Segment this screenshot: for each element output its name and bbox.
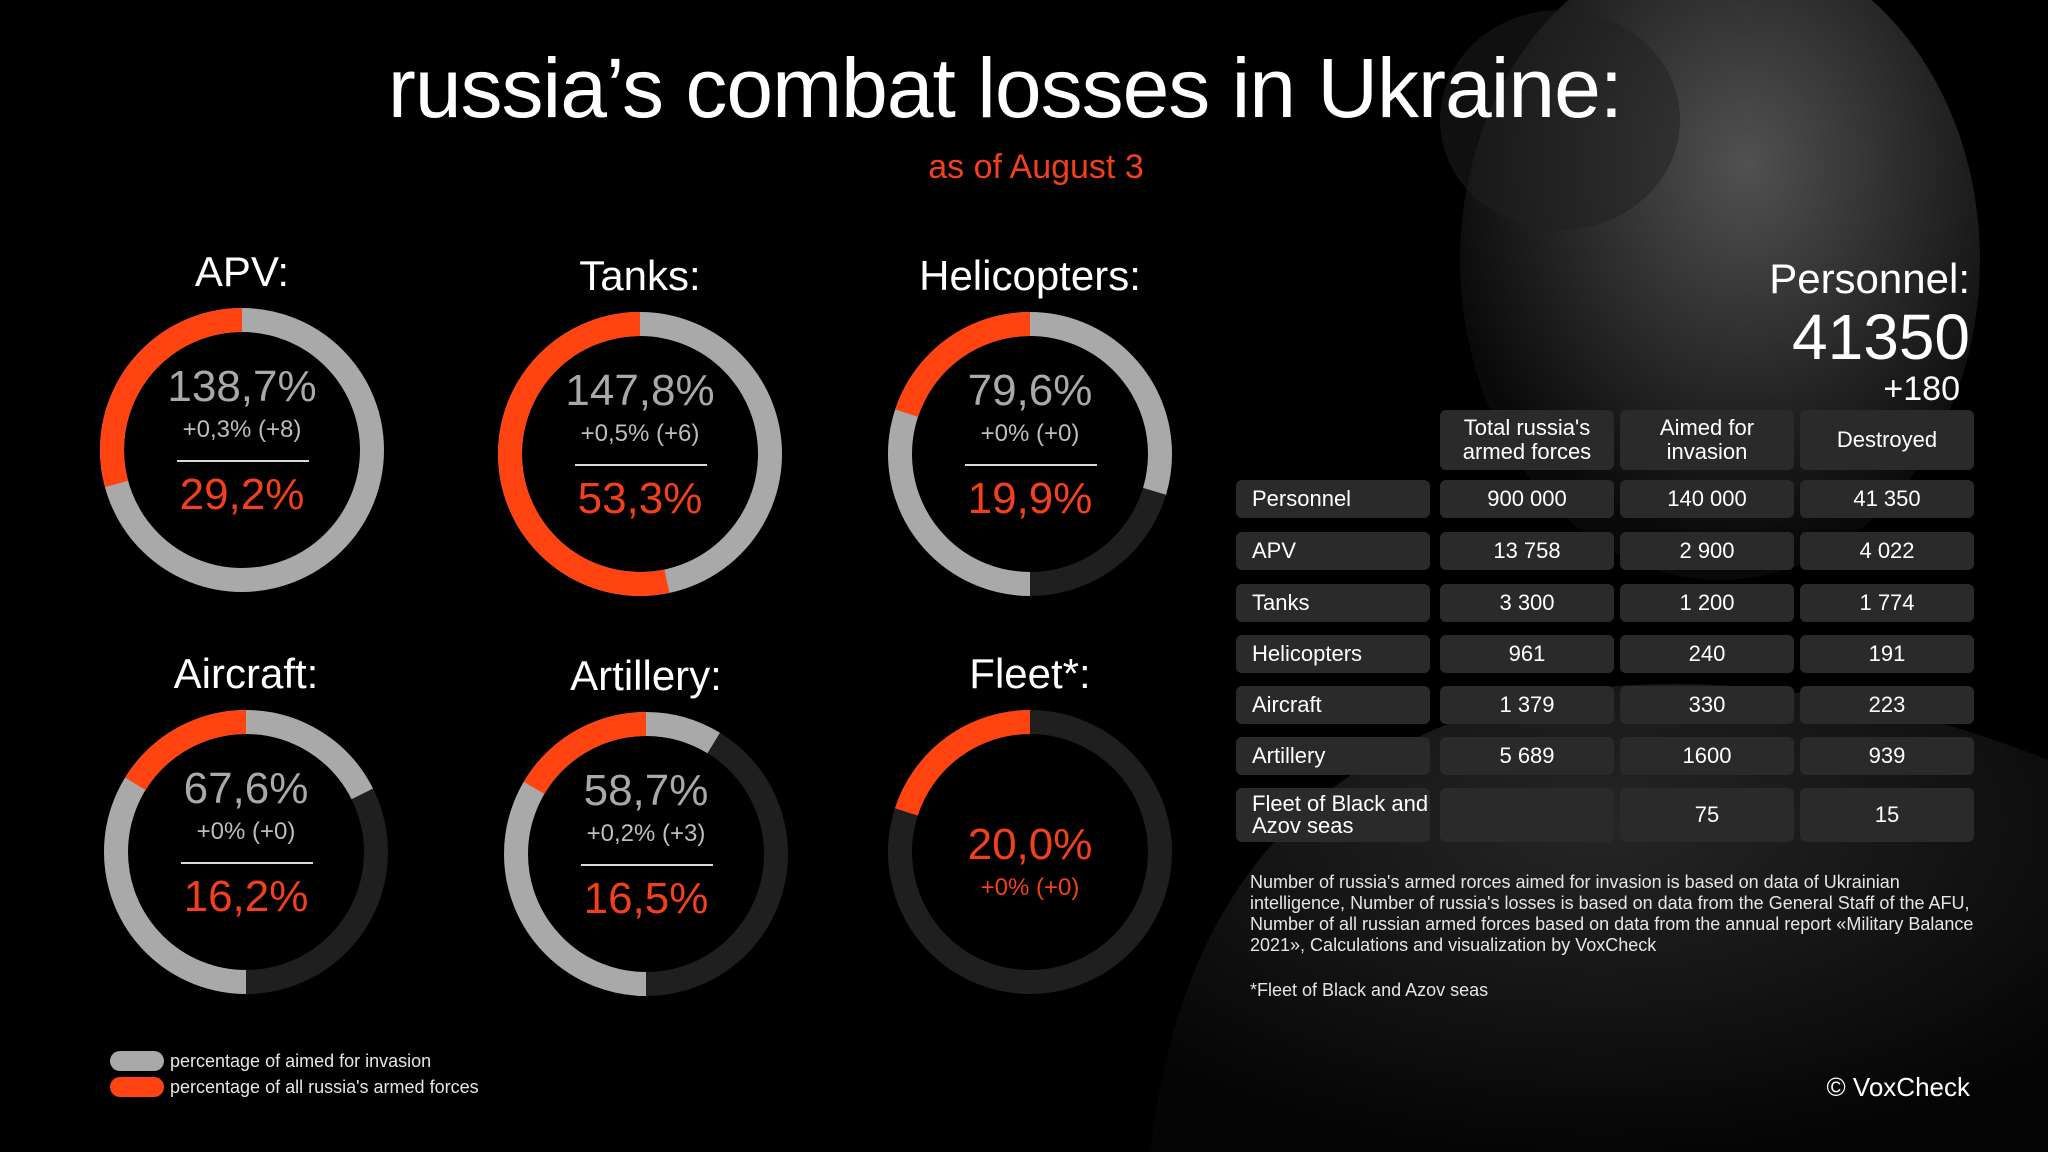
personnel-summary: Personnel: 41350 +180 — [1769, 254, 1970, 408]
gauge-label: APV: — [194, 248, 290, 295]
personnel-value: 41350 — [1792, 301, 1970, 373]
personnel-label: Personnel: — [1769, 255, 1970, 302]
legend-swatch-orange — [110, 1077, 164, 1097]
gauge-ring — [104, 710, 388, 994]
gauge-pct-all: 16,5% — [583, 874, 709, 923]
table-header-aimed: Aimed for invasion — [1620, 410, 1794, 470]
gauge-arc-all — [100, 308, 384, 592]
table-header-destroyed: Destroyed — [1800, 410, 1974, 470]
gauge-fleet: Fleet*: 20,0% +0% (+0) — [880, 646, 1180, 1002]
gauge-ring — [888, 312, 1172, 596]
gauge-label: Tanks: — [579, 252, 701, 299]
credit: © VoxCheck — [1826, 1072, 1970, 1102]
table-header-total: Total russia's armed forces — [1440, 410, 1614, 470]
gauge-pct-all: 29,2% — [179, 470, 305, 519]
table-cell-total — [1440, 788, 1614, 842]
legend-item-all: percentage of all russia's armed forces — [110, 1074, 479, 1100]
gauge-pct-all: 20,0% — [967, 820, 1093, 869]
table-cell-aimed: 1 200 — [1620, 584, 1794, 622]
table-cell-destroyed: 939 — [1800, 737, 1974, 775]
table-cell-destroyed: 41 350 — [1800, 480, 1974, 518]
table-row-label: Artillery — [1236, 737, 1430, 775]
gauge-label: Fleet*: — [969, 650, 1091, 697]
gauge-label: Aircraft: — [173, 650, 319, 697]
gauge-ring — [504, 712, 788, 996]
legend-item-aimed: percentage of aimed for invasion — [110, 1048, 479, 1074]
gauge-arc-all — [104, 710, 388, 994]
gauge-ring — [100, 308, 384, 592]
gauge-divider — [581, 864, 713, 866]
gauge-pct-aimed: 138,7% — [167, 362, 317, 411]
gauge-artillery: Artillery: 58,7% +0,2% (+3) 16,5% — [496, 648, 796, 1004]
page-subtitle: as of August 3 — [928, 148, 1144, 186]
table-row-label: Personnel — [1236, 480, 1430, 518]
table-cell-total: 900 000 — [1440, 480, 1614, 518]
gauge-arc-all — [888, 312, 1172, 596]
table-cell-destroyed: 1 774 — [1800, 584, 1974, 622]
gauge-pct-all: 19,9% — [967, 474, 1093, 523]
gauge-pct-aimed: 79,6% — [967, 366, 1093, 415]
gauge-helicopters: Helicopters: 79,6% +0% (+0) 19,9% — [880, 248, 1180, 604]
gauge-change: +0,2% (+3) — [586, 820, 706, 847]
gauge-divider — [177, 460, 309, 462]
table-cell-aimed: 2 900 — [1620, 532, 1794, 570]
gauge-label: Artillery: — [570, 652, 722, 699]
gauge-pct-aimed: 58,7% — [583, 766, 709, 815]
gauge-arc-all — [504, 712, 788, 996]
table-cell-aimed: 330 — [1620, 686, 1794, 724]
legend-label: percentage of all russia's armed forces — [170, 1076, 479, 1097]
table-cell-aimed: 1600 — [1620, 737, 1794, 775]
legend-swatch-grey — [110, 1051, 164, 1071]
personnel-delta: +180 — [1883, 370, 1960, 408]
gauge-ring — [498, 312, 782, 596]
table-cell-destroyed: 4 022 — [1800, 532, 1974, 570]
legend-label: percentage of aimed for invasion — [170, 1050, 432, 1071]
table-row-label: Helicopters — [1236, 635, 1430, 673]
table-cell-aimed: 240 — [1620, 635, 1794, 673]
gauge-change: +0% (+0) — [980, 874, 1080, 901]
gauge-change: +0% (+0) — [196, 818, 296, 845]
table-cell-aimed: 75 — [1620, 788, 1794, 842]
gauge-ring — [888, 710, 1172, 994]
table-row-label: APV — [1236, 532, 1430, 570]
gauge-pct-all: 53,3% — [577, 474, 703, 523]
table-cell-total: 961 — [1440, 635, 1614, 673]
gauge-tanks: Tanks: 147,8% +0,5% (+6) 53,3% — [490, 248, 790, 604]
table-row-label: Fleet of Black and Azov seas — [1236, 788, 1430, 842]
table-cell-total: 13 758 — [1440, 532, 1614, 570]
gauge-change: +0% (+0) — [980, 420, 1080, 447]
gauge-pct-aimed: 147,8% — [565, 366, 715, 415]
table-cell-destroyed: 191 — [1800, 635, 1974, 673]
table-cell-destroyed: 15 — [1800, 788, 1974, 842]
table-cell-total: 1 379 — [1440, 686, 1614, 724]
gauge-pct-all: 16,2% — [183, 872, 309, 921]
page-title: russia’s combat losses in Ukraine: — [387, 41, 1623, 135]
gauge-change: +0,3% (+8) — [182, 416, 302, 443]
footnote: *Fleet of Black and Azov seas — [1250, 980, 1489, 1000]
gauge-pct-aimed: 67,6% — [183, 764, 309, 813]
gauge-label: Helicopters: — [919, 252, 1141, 299]
table-cell-total: 5 689 — [1440, 737, 1614, 775]
gauge-change: +0,5% (+6) — [580, 420, 700, 447]
gauge-arc-all — [498, 312, 782, 596]
source-notes: Number of russia's armed rorces aimed fo… — [1250, 872, 1974, 955]
table-row-label: Aircraft — [1236, 686, 1430, 724]
gauge-divider — [575, 464, 707, 466]
gauge-divider — [181, 862, 313, 864]
gauge-divider — [965, 464, 1097, 466]
table-row-label: Tanks — [1236, 584, 1430, 622]
gauge-arc-all — [888, 710, 1172, 994]
legend: percentage of aimed for invasion percent… — [110, 1048, 479, 1100]
table-cell-total: 3 300 — [1440, 584, 1614, 622]
table-cell-destroyed: 223 — [1800, 686, 1974, 724]
gauge-apv: APV: 138,7% +0,3% (+8) 29,2% — [92, 244, 392, 600]
table-cell-aimed: 140 000 — [1620, 480, 1794, 518]
gauge-aircraft: Aircraft: 67,6% +0% (+0) 16,2% — [96, 646, 396, 1002]
